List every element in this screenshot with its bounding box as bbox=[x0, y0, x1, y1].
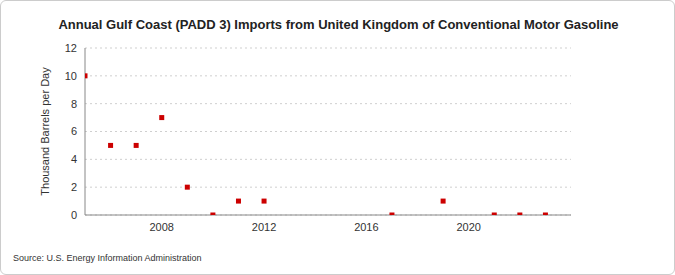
svg-text:2008: 2008 bbox=[149, 221, 173, 233]
html-text:Annual Gulf Coast (PADD 3) Imp: Annual Gulf Coast (PADD 3) Imports from … bbox=[58, 17, 619, 32]
svg-text:6: 6 bbox=[71, 125, 77, 137]
svg-text:2: 2 bbox=[71, 181, 77, 193]
svg-text:2016: 2016 bbox=[354, 221, 378, 233]
svg-text:12: 12 bbox=[65, 42, 77, 54]
html-text:Source: U.S. Energy Informatio: Source: U.S. Energy Information Administ… bbox=[13, 253, 202, 263]
svg-text:4: 4 bbox=[71, 153, 77, 165]
svg-text:2020: 2020 bbox=[456, 221, 480, 233]
svg-text:Thousand Barrels per Day: Thousand Barrels per Day bbox=[39, 67, 51, 196]
svg-text:0: 0 bbox=[71, 209, 77, 221]
svg-text:2012: 2012 bbox=[252, 221, 276, 233]
svg-text:8: 8 bbox=[71, 98, 77, 110]
svg-text:10: 10 bbox=[65, 70, 77, 82]
